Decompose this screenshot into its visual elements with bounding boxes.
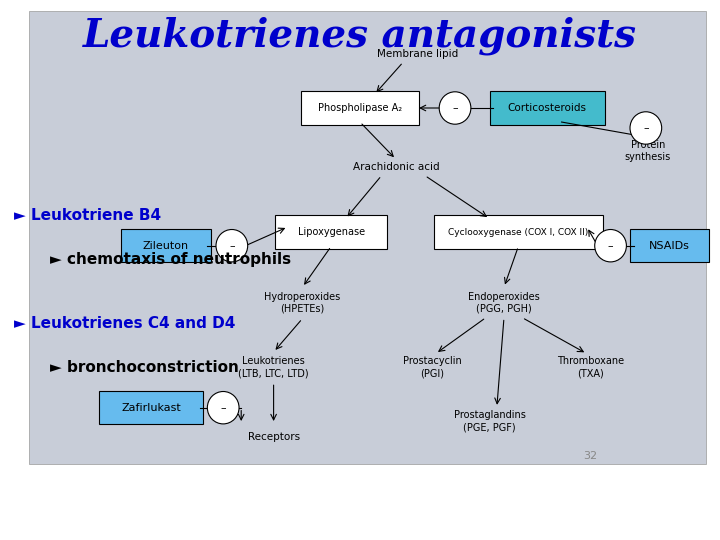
FancyBboxPatch shape [99, 391, 203, 424]
Text: Cyclooxygenase (COX I, COX II): Cyclooxygenase (COX I, COX II) [449, 228, 588, 237]
Ellipse shape [630, 112, 662, 144]
Text: Thromboxane
(TXA): Thromboxane (TXA) [557, 356, 624, 378]
FancyBboxPatch shape [490, 91, 605, 125]
Text: Zileuton: Zileuton [143, 241, 189, 251]
Text: Zafirlukast: Zafirlukast [122, 403, 181, 413]
Text: –: – [608, 241, 613, 251]
Text: ► Leukotrienes C4 and D4: ► Leukotrienes C4 and D4 [14, 316, 235, 332]
Text: ► Leukotriene B4: ► Leukotriene B4 [14, 208, 161, 224]
Ellipse shape [439, 92, 471, 124]
FancyBboxPatch shape [29, 11, 706, 464]
Text: Hydroperoxides
(HPETEs): Hydroperoxides (HPETEs) [264, 292, 341, 313]
Text: NSAIDs: NSAIDs [649, 241, 690, 251]
Text: ► chemotaxis of neutrophils: ► chemotaxis of neutrophils [29, 252, 291, 267]
Text: –: – [229, 241, 235, 251]
Ellipse shape [595, 230, 626, 262]
Text: Prostaglandins
(PGE, PGF): Prostaglandins (PGE, PGF) [454, 410, 526, 432]
Text: –: – [452, 103, 458, 113]
Ellipse shape [216, 230, 248, 262]
Text: Membrane lipid: Membrane lipid [377, 49, 458, 59]
Text: Leukotrienes
(LTB, LTC, LTD): Leukotrienes (LTB, LTC, LTD) [238, 356, 309, 378]
Text: Corticosteroids: Corticosteroids [508, 103, 587, 113]
Text: Protein
synthesis: Protein synthesis [625, 140, 671, 162]
Text: Endoperoxides
(PGG, PGH): Endoperoxides (PGG, PGH) [468, 292, 540, 313]
FancyBboxPatch shape [433, 215, 603, 249]
Text: Prostacyclin
(PGI): Prostacyclin (PGI) [402, 356, 462, 378]
Text: –: – [643, 123, 649, 133]
Text: Arachidonic acid: Arachidonic acid [353, 163, 439, 172]
Text: Phospholipase A₂: Phospholipase A₂ [318, 103, 402, 113]
FancyBboxPatch shape [121, 229, 210, 262]
FancyBboxPatch shape [630, 229, 709, 262]
Text: Lipoxygenase: Lipoxygenase [297, 227, 365, 237]
FancyBboxPatch shape [301, 91, 419, 125]
Text: ► bronchoconstriction: ► bronchoconstriction [29, 360, 238, 375]
Text: 32: 32 [583, 451, 598, 461]
Text: –: – [220, 403, 226, 413]
Text: Leukotrienes antagonists: Leukotrienes antagonists [83, 16, 637, 55]
Ellipse shape [207, 392, 239, 424]
Text: Receptors: Receptors [248, 433, 300, 442]
FancyBboxPatch shape [275, 215, 387, 249]
